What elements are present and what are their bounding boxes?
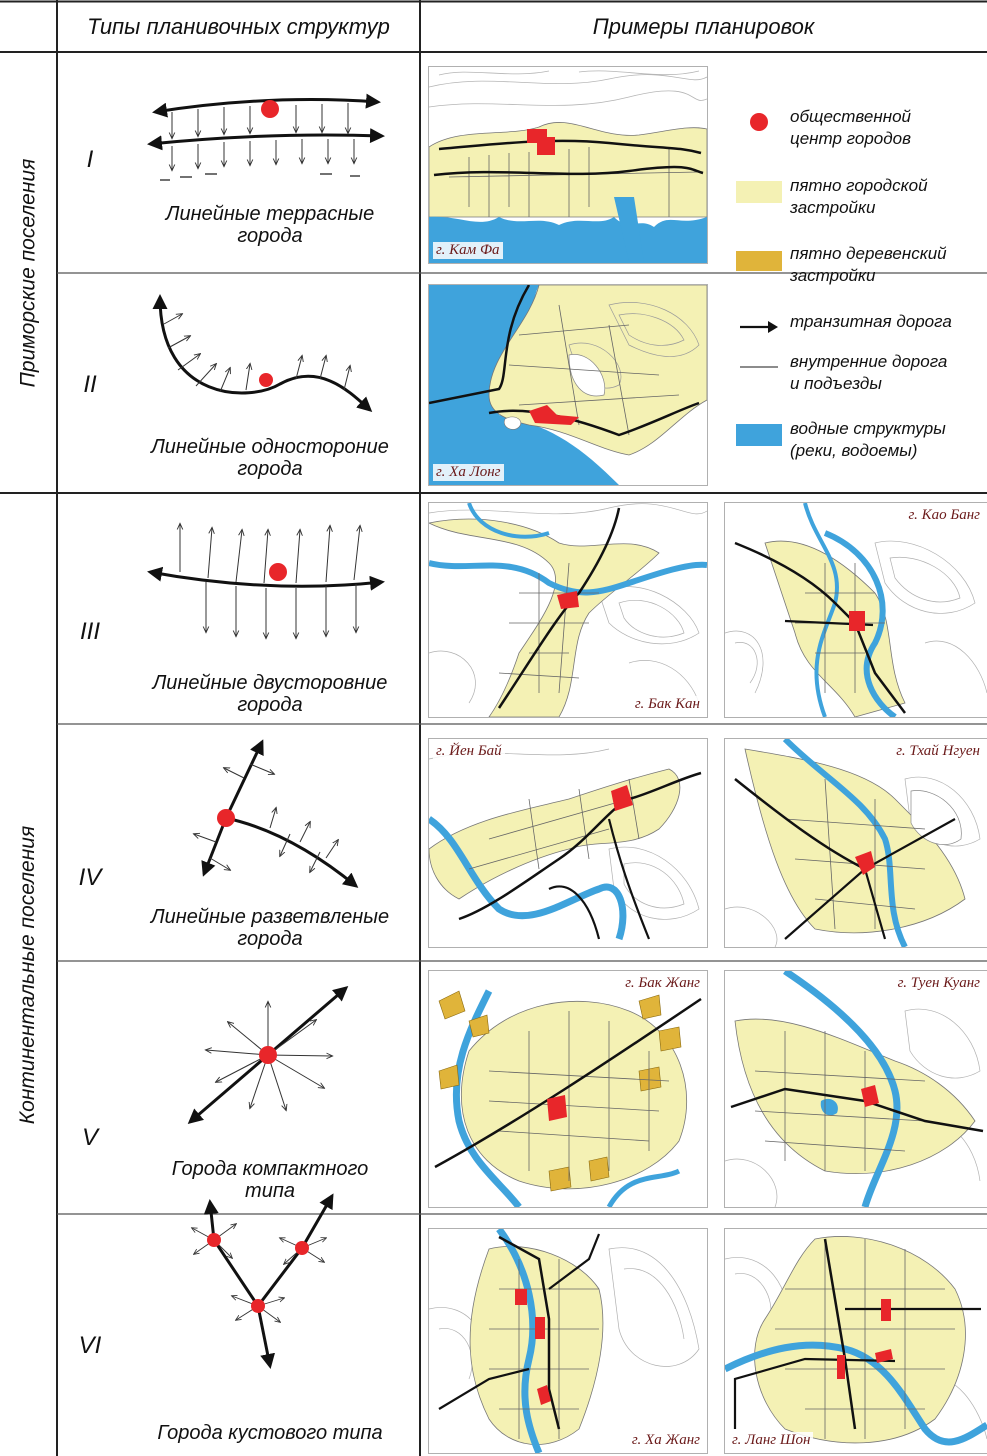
row-numeral-ii: II bbox=[83, 371, 97, 398]
map-ha-long-drawing bbox=[429, 285, 707, 485]
legend-item-transit-road: транзитная дорога bbox=[724, 311, 986, 371]
legend-item-urban: пятно городской застройки bbox=[724, 175, 986, 235]
map-bac-giang: г. Бак Жанг bbox=[428, 970, 708, 1208]
legend-label: пятно городской bbox=[790, 176, 928, 195]
map-yen-bai-drawing bbox=[429, 748, 702, 941]
type-name-i-line1: Линейные террасные bbox=[165, 203, 375, 225]
map-cam-pha: г. Кам Фа bbox=[428, 66, 708, 264]
type-name-ii-line1: Линейные одностороние bbox=[151, 436, 389, 458]
group-continental-label: Континентальные поселения bbox=[16, 825, 40, 1124]
legend-label: пятно деревенский bbox=[790, 244, 947, 263]
row-numeral-v: V bbox=[81, 1124, 98, 1151]
map-cao-bang-drawing bbox=[725, 503, 987, 717]
type-name-iii-line1: Линейные двусторовние bbox=[152, 672, 388, 694]
legend-item-village: пятно деревенский застройки bbox=[724, 243, 986, 303]
schematic-cluster bbox=[192, 1193, 334, 1369]
type-name-v: Города компактного типа bbox=[125, 1158, 415, 1202]
legend-label: транзитная дорога bbox=[790, 312, 952, 331]
legend-item-internal-road: внутренние дорога и подъезды bbox=[724, 351, 986, 411]
column-header-examples: Примеры планировок bbox=[592, 14, 815, 39]
row-numeral-i: I bbox=[86, 146, 94, 173]
type-name-iv-line2: города bbox=[237, 928, 303, 950]
map-bac-kan: г. Бак Кан bbox=[428, 502, 708, 718]
type-name-ii: Линейные одностороние города bbox=[125, 436, 415, 480]
type-name-v-line2: типа bbox=[245, 1180, 295, 1202]
map-cao-bang: г. Као Банг bbox=[724, 502, 987, 718]
type-name-vi: Города кустового типа bbox=[125, 1422, 415, 1444]
map-label: г. Йен Бай bbox=[433, 743, 505, 760]
arrow-icon bbox=[740, 321, 778, 333]
schematic-two-sided bbox=[147, 524, 385, 638]
map-label: г. Ланг Шон bbox=[729, 1432, 814, 1449]
row-numeral-vi: VI bbox=[78, 1332, 102, 1359]
legend-item-water: водные структуры (реки, водоемы) bbox=[724, 418, 986, 478]
legend-label: центр городов bbox=[790, 129, 911, 148]
map-bac-giang-drawing bbox=[434, 989, 702, 1207]
row-numeral-iii: III bbox=[79, 618, 100, 645]
legend-label: застройки bbox=[790, 198, 876, 217]
type-name-iv-line1: Линейные разветвленые bbox=[150, 906, 390, 928]
legend-label: застройки bbox=[790, 266, 876, 285]
map-cam-pha-drawing bbox=[429, 70, 707, 263]
map-label: г. Бак Кан bbox=[631, 696, 703, 713]
map-yen-bai: г. Йен Бай bbox=[428, 738, 708, 948]
schematic-compact bbox=[187, 986, 349, 1124]
legend-label: и подъезды bbox=[790, 374, 882, 393]
map-ha-giang: г. Ха Жанг bbox=[428, 1228, 708, 1454]
thin-line-icon bbox=[740, 366, 778, 368]
row-numeral-iv: IV bbox=[78, 864, 102, 891]
blue-patch-icon bbox=[736, 424, 782, 446]
type-name-iii: Линейные двусторовние города bbox=[125, 672, 415, 716]
map-tuyen-quang-drawing bbox=[725, 971, 984, 1207]
schematics bbox=[147, 93, 385, 1369]
column-header-types: Типы планивочных структур bbox=[87, 14, 390, 39]
map-label: г. Тхай Нгуен bbox=[893, 743, 983, 760]
map-label: г. Бак Жанг bbox=[622, 975, 703, 992]
map-lang-son: г. Ланг Шон bbox=[724, 1228, 987, 1454]
map-label: г. Ха Лонг bbox=[433, 464, 504, 481]
type-name-i-line2: города bbox=[237, 225, 303, 247]
group-continental: Континентальные поселения bbox=[0, 493, 57, 1456]
map-label: г. Кам Фа bbox=[433, 242, 503, 259]
legend-label: водные структуры bbox=[790, 419, 946, 438]
map-label: г. Као Банг bbox=[905, 507, 983, 524]
yellow-patch-icon bbox=[736, 181, 782, 203]
legend-label: (реки, водоемы) bbox=[790, 441, 918, 460]
group-coastal: Приморские поселения bbox=[0, 52, 57, 493]
map-thai-nguyen: г. Тхай Нгуен bbox=[724, 738, 987, 948]
map-label: г. Туен Куанг bbox=[894, 975, 983, 992]
type-name-vi-line1: Города кустового типа bbox=[157, 1422, 383, 1444]
map-ha-long: г. Ха Лонг bbox=[428, 284, 708, 486]
legend-item-center: общественной центр городов bbox=[724, 106, 986, 166]
schematic-one-sided bbox=[152, 294, 373, 413]
legend-label: общественной bbox=[790, 107, 911, 126]
schematic-branched bbox=[194, 739, 359, 888]
type-name-i: Линейные террасные города bbox=[125, 203, 415, 247]
type-name-ii-line2: города bbox=[237, 458, 303, 480]
map-bac-kan-drawing bbox=[429, 503, 707, 717]
map-label: г. Ха Жанг bbox=[628, 1432, 703, 1449]
map-tuyen-quang: г. Туен Куанг bbox=[724, 970, 987, 1208]
type-name-iii-line2: города bbox=[237, 694, 303, 716]
type-name-v-line1: Города компактного bbox=[171, 1158, 369, 1180]
type-name-iv: Линейные разветвленые города bbox=[125, 906, 415, 950]
group-coastal-label: Приморские поселения bbox=[16, 158, 40, 387]
ochre-patch-icon bbox=[736, 251, 782, 271]
map-thai-nguyen-drawing bbox=[725, 739, 981, 947]
legend-label: внутренние дорога bbox=[790, 352, 948, 371]
map-ha-giang-drawing bbox=[429, 1229, 700, 1453]
map-lang-son-drawing bbox=[725, 1236, 987, 1446]
schematic-terrace bbox=[147, 93, 385, 181]
red-dot-icon bbox=[750, 113, 768, 131]
